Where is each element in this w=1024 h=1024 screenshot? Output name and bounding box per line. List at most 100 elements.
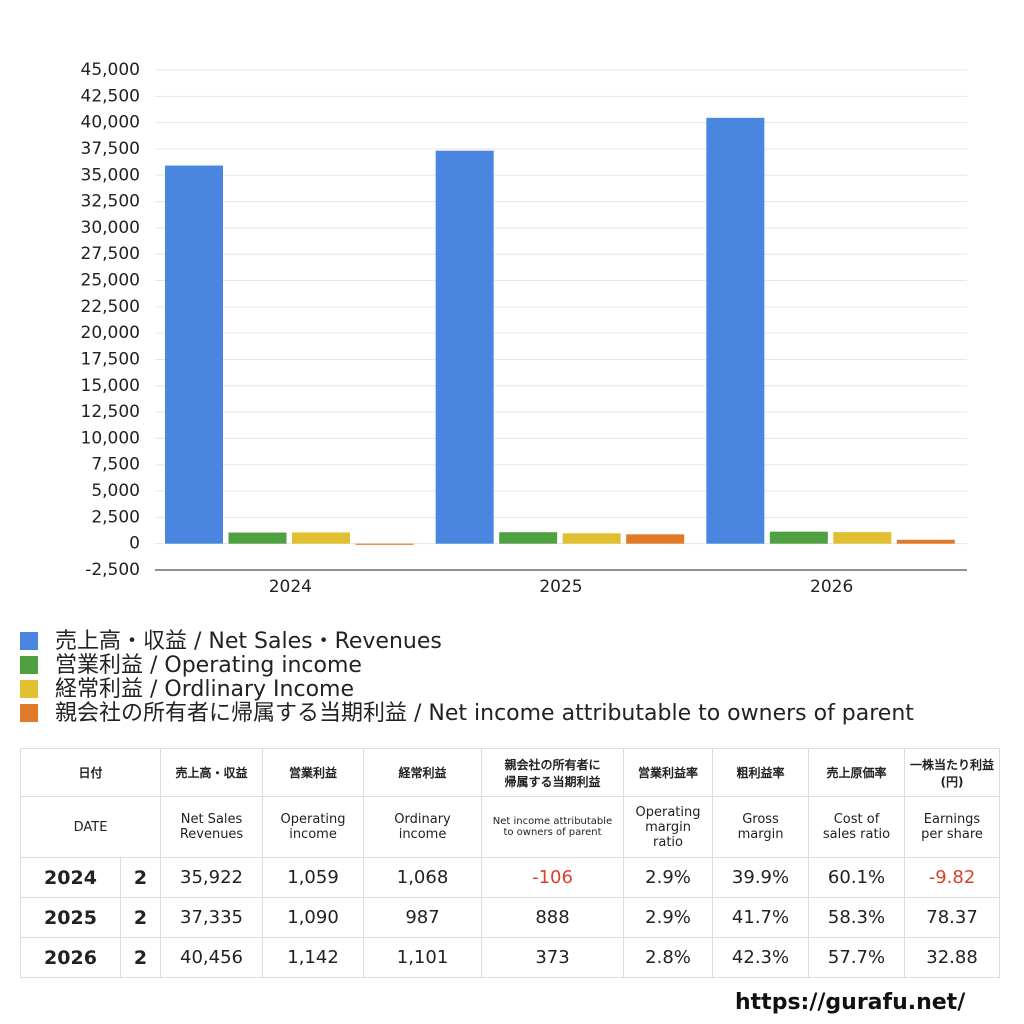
- table-cell: 58.3%: [808, 897, 906, 938]
- x-tick-label: 2026: [810, 577, 853, 597]
- bar: [355, 543, 414, 545]
- y-tick-label: -2,500: [85, 560, 140, 580]
- table-cell: 2: [119, 937, 162, 978]
- header-cell: 営業利益率: [623, 748, 714, 797]
- header-cell: Gross margin: [712, 796, 810, 858]
- legend-label: 売上高・収益 / Net Sales・Revenues: [55, 629, 442, 654]
- header-cell: 売上高・収益: [160, 748, 264, 797]
- table-cell: 60.1%: [808, 857, 906, 898]
- y-tick-label: 5,000: [91, 481, 140, 501]
- table-cell: 1,068: [363, 857, 483, 898]
- y-tick-label: 35,000: [81, 165, 140, 185]
- y-tick-label: 32,500: [81, 192, 140, 212]
- header-cell: DATE: [19, 796, 162, 858]
- legend-swatch: [20, 680, 38, 698]
- y-tick-label: 27,500: [81, 244, 140, 264]
- table-cell: 1,059: [262, 857, 365, 898]
- table-cell: 1,142: [262, 937, 365, 978]
- y-tick-label: 45,000: [81, 60, 140, 80]
- bar: [562, 533, 621, 544]
- header-cell: Operating income: [262, 796, 365, 858]
- site-url: https://gurafu.net/: [735, 990, 966, 1015]
- bar: [706, 117, 765, 544]
- x-tick-label: 2024: [269, 577, 312, 597]
- legend-label: 親会社の所有者に帰属する当期利益 / Net income attributab…: [55, 701, 914, 726]
- table-cell: 2025: [20, 897, 121, 938]
- header-cell: 営業利益: [262, 748, 365, 797]
- table-row: 2024 2 35,922 1,059 1,068 -106 2.9% 39.9% 60.1% -…: [20, 857, 1001, 898]
- legend-label: 営業利益 / Operating income: [55, 653, 362, 678]
- y-tick-label: 12,500: [81, 402, 140, 422]
- table-cell: 2.9%: [623, 857, 714, 898]
- bar: [292, 532, 350, 544]
- table-cell: 987: [363, 897, 483, 938]
- y-tick-label: 30,000: [81, 218, 140, 238]
- y-tick-label: 15,000: [81, 376, 140, 396]
- table-cell: 57.7%: [808, 937, 906, 978]
- header-cell: Net income attributable to owners of par…: [481, 796, 625, 858]
- table-cell: -106: [481, 857, 625, 898]
- bar: [435, 150, 494, 544]
- table-cell: 1,101: [363, 937, 483, 978]
- table-cell: 2.9%: [623, 897, 714, 938]
- header-cell: 親会社の所有者に 帰属する当期利益: [481, 748, 625, 797]
- table-cell: 42.3%: [712, 937, 810, 978]
- table-cell: 2: [119, 897, 162, 938]
- table-cell: 2026: [20, 937, 121, 978]
- legend-swatch: [20, 632, 38, 650]
- table-cell: 37,335: [160, 897, 264, 938]
- y-tick-label: 40,000: [81, 113, 140, 133]
- table-cell: -9.82: [904, 857, 1001, 898]
- y-tick-label: 37,500: [81, 139, 140, 159]
- chart: -2,500 0 2,500 5,000 7,500 10,000 12,500 15,000…: [20, 60, 967, 726]
- table-cell: 2024: [20, 857, 121, 898]
- table-cell: 41.7%: [712, 897, 810, 938]
- y-tick-label: 2,500: [91, 507, 140, 527]
- y-tick-label: 7,500: [91, 455, 140, 475]
- header-cell: 一株当たり利益 (円): [904, 748, 1001, 797]
- header-cell: 経常利益: [363, 748, 483, 797]
- header-cell: Cost of sales ratio: [808, 796, 906, 858]
- header-cell: Earnings per share: [904, 796, 1001, 858]
- y-tick-label: 25,000: [81, 271, 140, 291]
- table-row: 2026 2 40,456 1,142 1,101 373 2.8% 42.3% 57.7% 32…: [20, 937, 1001, 978]
- y-tick-label: 17,500: [81, 349, 140, 369]
- table-cell: 1,090: [262, 897, 365, 938]
- y-tick-label: 0: [129, 534, 140, 554]
- bar: [499, 532, 558, 544]
- header-cell: 売上原価率: [808, 748, 906, 797]
- bar: [626, 534, 685, 544]
- table-cell: 32.88: [904, 937, 1001, 978]
- table-cell: 39.9%: [712, 857, 810, 898]
- header-cell: 粗利益率: [712, 748, 810, 797]
- bar: [833, 532, 892, 544]
- y-tick-label: 22,500: [81, 297, 140, 317]
- bar: [769, 531, 828, 544]
- header-cell: Ordinary income: [363, 796, 483, 858]
- bar: [228, 532, 287, 544]
- table-row: DATE Net Sales Revenues Operating income Or…: [19, 796, 1001, 858]
- legend-label: 経常利益 / Ordlinary Income: [55, 677, 354, 702]
- table-cell: 2: [119, 857, 162, 898]
- table-row: 2025 2 37,335 1,090 987 888 2.9% 41.7% 58.3% 78.3…: [20, 897, 1001, 938]
- x-tick-label: 2025: [539, 577, 582, 597]
- table-row: 日付 売上高・収益 営業利益 経常利益 親会社の所有者に 帰属する当期利益 営業利益率 粗利…: [19, 748, 1001, 797]
- y-tick-label: 20,000: [81, 323, 140, 343]
- legend-swatch: [20, 704, 38, 722]
- table-cell: 78.37: [904, 897, 1001, 938]
- table-cell: 888: [481, 897, 625, 938]
- table-cell: 2.8%: [623, 937, 714, 978]
- header-cell: Operating margin ratio: [623, 796, 714, 858]
- header-cell: 日付: [19, 748, 162, 797]
- legend-swatch: [20, 656, 38, 674]
- table-cell: 373: [481, 937, 625, 978]
- y-tick-label: 42,500: [81, 86, 140, 106]
- table-cell: 40,456: [160, 937, 264, 978]
- header-cell: Net Sales Revenues: [160, 796, 264, 858]
- y-tick-label: 10,000: [81, 428, 140, 448]
- table-cell: 35,922: [160, 857, 264, 898]
- data-table: 日付 売上高・収益 営業利益 経常利益 親会社の所有者に 帰属する当期利益 営業利益率 粗利…: [19, 748, 1001, 978]
- bar: [896, 539, 955, 544]
- bar: [165, 165, 223, 544]
